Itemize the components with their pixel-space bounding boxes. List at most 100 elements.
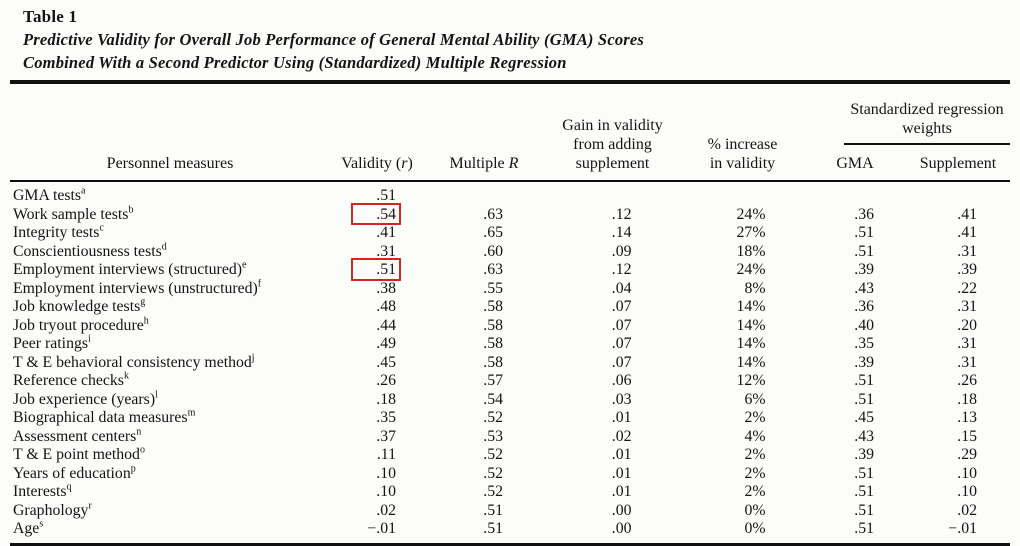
multiple-r-cell: .57	[483, 372, 503, 389]
supplement-weight-cell: .39	[957, 261, 977, 278]
gain-cell: .01	[611, 483, 632, 500]
table-header-row: Personnel measures Validity (r) Multiple…	[10, 80, 1010, 182]
multiple-r-cell	[424, 187, 544, 206]
footnote-marker: c	[99, 222, 104, 234]
pct-increase-cell: 0%	[744, 501, 766, 519]
supplement-weight-cell: .10	[957, 464, 977, 482]
pct-increase-cell: 4%	[744, 427, 766, 445]
gain-cell: .07	[611, 316, 632, 334]
gma-weight-cell: .39	[854, 261, 874, 278]
gma-weight-cell: .39	[854, 353, 874, 371]
supplement-weight-cell: .02	[957, 501, 977, 519]
supplement-weight-cell: .41	[957, 205, 977, 223]
pct-increase-cell: 14%	[736, 316, 766, 334]
validity-cell: .51	[376, 187, 396, 204]
gain-cell: .03	[611, 390, 632, 408]
table-row: Biographical data measuresm .35 .52 .01 …	[10, 407, 1010, 428]
gain-cell: .07	[611, 298, 632, 315]
gain-cell: .12	[611, 205, 632, 223]
gain-cell: .09	[611, 242, 632, 260]
gain-cell: .06	[611, 372, 632, 389]
table-row: Graphologyr .02 .51 .00 0% .51 .02	[10, 500, 1010, 521]
footnote-marker: o	[139, 444, 145, 456]
gain-cell: .14	[611, 224, 632, 241]
footnote-marker: e	[242, 259, 247, 271]
footnote-marker: d	[161, 241, 167, 253]
measure-cell: Work sample testsb	[13, 204, 134, 223]
supplement-weight-cell: .31	[957, 353, 977, 371]
gma-weight-cell	[804, 187, 906, 206]
multiple-r-cell: .63	[483, 261, 503, 278]
col-header-pct-increase: % increase in validity	[707, 136, 778, 172]
gma-weight-cell: .39	[854, 446, 874, 463]
multiple-r-cell: .51	[483, 520, 503, 537]
footnote-marker: m	[187, 407, 196, 419]
multiple-r-cell: .58	[483, 298, 503, 315]
measure-cell: Reference checksk	[13, 370, 129, 389]
table-row: T & E behavioral consistency methodj .45…	[10, 352, 1010, 373]
gma-weight-cell: .51	[854, 372, 874, 389]
gma-weight-cell: .43	[854, 279, 874, 297]
multiple-r-cell: .54	[483, 390, 503, 408]
gma-weight-cell: .51	[854, 483, 874, 500]
measure-cell: Employment interviews (unstructured)f	[13, 278, 262, 297]
gain-cell: .01	[611, 446, 632, 463]
footnote-marker: j	[251, 352, 255, 364]
gma-weight-cell: .51	[854, 224, 874, 241]
validity-cell: .48	[376, 298, 396, 315]
footnote-marker: p	[130, 463, 136, 475]
supplement-weight-cell: .41	[957, 224, 977, 241]
pct-increase-cell: 2%	[744, 409, 766, 426]
table-row: Years of educationp .10 .52 .01 2% .51 .…	[10, 463, 1010, 484]
gma-weight-cell: .51	[854, 390, 874, 408]
gain-cell: .00	[611, 520, 632, 537]
measure-cell: Employment interviews (structured)e	[13, 259, 247, 278]
validity-cell: .37	[376, 427, 396, 445]
pct-increase-cell: 6%	[744, 390, 766, 408]
red-annotation-box: .51	[351, 258, 401, 280]
multiple-r-cell: .58	[483, 316, 503, 334]
multiple-r-cell: .52	[483, 464, 503, 482]
col-header-multiple-r: Multiple R	[449, 155, 519, 172]
pct-increase-cell	[681, 187, 804, 206]
validity-cell: .18	[376, 390, 396, 408]
table-label: Table 1	[23, 7, 78, 26]
gain-cell	[544, 187, 681, 206]
table-row: Job experience (years)l .18 .54 .03 6% .…	[10, 390, 1010, 410]
table-row: Ages −.01 .51 .00 0% .51 −.01	[10, 519, 1010, 539]
col-header-personnel-measures: Personnel measures	[106, 155, 234, 172]
pct-increase-cell: 14%	[736, 298, 766, 315]
validity-cell: .45	[376, 353, 396, 371]
table-title-line1: Predictive Validity for Overall Job Perf…	[23, 30, 645, 49]
gain-cell: .07	[611, 353, 632, 371]
supplement-weight-cell	[906, 187, 1010, 206]
multiple-r-cell: .58	[483, 335, 503, 352]
measure-cell: Years of educationp	[13, 463, 136, 482]
table-row: Reference checksk .26 .57 .06 12% .51 .2…	[10, 370, 1010, 391]
pct-increase-cell: 2%	[744, 464, 766, 482]
pct-increase-cell: 12%	[736, 372, 766, 389]
pct-increase-cell: 2%	[744, 483, 766, 500]
gain-cell: .01	[611, 409, 632, 426]
gma-weight-cell: .35	[854, 335, 874, 352]
validity-cell: .38	[376, 279, 396, 297]
measure-cell: GMA testsa	[13, 185, 86, 204]
measure-cell: Graphologyr	[13, 500, 92, 519]
table-title-line2: Combined With a Second Predictor Using (…	[23, 52, 567, 72]
gma-weight-cell: .36	[854, 205, 874, 223]
table-title: Predictive Validity for Overall Job Perf…	[23, 29, 1010, 74]
multiple-r-cell: .55	[483, 279, 503, 297]
gain-cell: .12	[611, 261, 632, 278]
gain-cell: .00	[611, 501, 632, 519]
gma-weight-cell: .51	[854, 501, 874, 519]
validity-cell: .44	[376, 316, 396, 334]
col-group-standardized-regression-weights: Standardized regression weights GMA Supp…	[804, 100, 1010, 173]
table-caption: Table 1 Predictive Validity for Overall …	[10, 6, 1010, 74]
validity-cell: .31	[376, 242, 396, 260]
supplement-weight-cell: .20	[957, 316, 977, 334]
multiple-r-cell: .52	[483, 483, 503, 500]
table-body: GMA testsa .51 Work sample testsb .54 .6…	[10, 182, 1010, 546]
table-row: GMA testsa .51	[10, 185, 1010, 206]
multiple-r-cell: .63	[483, 205, 503, 223]
